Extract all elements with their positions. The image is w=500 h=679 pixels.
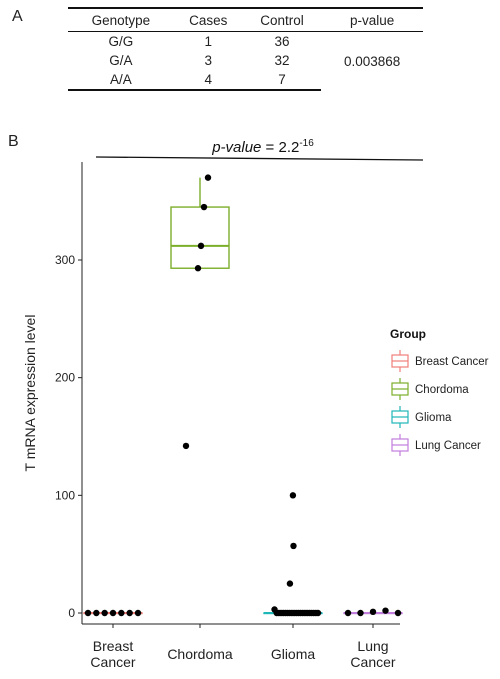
data-point	[109, 609, 117, 617]
data-point	[286, 580, 294, 587]
panel-a-label: A	[12, 8, 23, 25]
header-p-value: p-value	[321, 7, 423, 32]
cell-p-value: 0.003868	[344, 53, 401, 69]
p-value-annotation: p-value = 2.2-16	[211, 138, 314, 156]
data-point	[134, 609, 142, 617]
y-tick-label: 100	[55, 488, 75, 502]
cell-control: 36	[274, 34, 290, 49]
data-point	[197, 242, 205, 250]
x-tick-label: Glioma	[271, 646, 316, 662]
x-tick-label-line: Cancer	[350, 654, 395, 670]
header-genotype: Genotype	[68, 7, 174, 32]
data-point	[357, 609, 364, 617]
x-tick-label-line: Chordoma	[167, 646, 233, 662]
cell-control: 7	[242, 70, 322, 91]
significance-bar	[95, 156, 424, 161]
legend-label: Chordoma	[415, 384, 469, 396]
data-point	[182, 442, 190, 450]
table-row: A/A 4 7	[68, 70, 423, 91]
table-row: G/G 1 36 0.003868	[68, 32, 423, 69]
data-point	[344, 609, 352, 617]
legend-label: Breast Cancer	[415, 356, 489, 368]
header-cases: Cases	[173, 7, 243, 32]
legend-label: Glioma	[415, 412, 452, 424]
data-point	[204, 174, 212, 181]
data-point	[84, 609, 92, 617]
y-tick-label: 300	[55, 253, 75, 267]
genotype-table: Genotype Cases Control p-value G/G 1 36 …	[68, 7, 423, 91]
annotation-part: p-value	[211, 139, 261, 156]
data-point	[382, 607, 389, 614]
data-point	[200, 203, 208, 211]
y-tick-label: 200	[55, 371, 75, 385]
cell-genotype: G/G	[108, 34, 134, 49]
x-tick-label-line: Breast	[93, 638, 134, 654]
cell-cases: 3	[204, 53, 212, 68]
box-body	[170, 206, 230, 269]
y-axis-title: T mRNA expression level	[22, 315, 38, 472]
data-point	[126, 609, 133, 617]
data-point	[369, 608, 377, 616]
y-tick-label: 0	[68, 606, 75, 620]
table-row: G/A 3 32	[68, 51, 423, 70]
data-point	[93, 609, 100, 617]
legend-title: Group	[390, 327, 426, 341]
x-tick-label-line: Glioma	[271, 646, 316, 662]
x-tick-label-line: Cancer	[90, 654, 135, 670]
cell-control: 32	[274, 53, 290, 68]
cell-cases: 4	[173, 70, 243, 91]
cell-genotype: A/A	[68, 70, 174, 91]
data-point	[290, 542, 297, 550]
data-point	[394, 609, 402, 617]
data-point	[118, 609, 125, 617]
table-header-row: Genotype Cases Control p-value	[68, 7, 423, 32]
data-point	[314, 609, 322, 617]
panel-b-label: B	[8, 133, 19, 150]
x-tick-label: Lung Cancer	[350, 638, 395, 670]
annotation-part: -16	[299, 138, 314, 149]
x-tick-label: Breast Cancer	[90, 638, 135, 670]
cell-genotype: G/A	[109, 53, 133, 68]
legend-label: Lung Cancer	[415, 440, 481, 452]
annotation-part: = 2.2	[261, 139, 299, 156]
data-point	[101, 609, 108, 617]
x-tick-label-line: Lung	[357, 638, 388, 654]
x-tick-label: Chordoma	[167, 646, 233, 662]
cell-cases: 1	[204, 34, 212, 49]
data-point	[194, 265, 202, 272]
data-point	[289, 492, 297, 499]
header-control: Control	[242, 7, 322, 32]
